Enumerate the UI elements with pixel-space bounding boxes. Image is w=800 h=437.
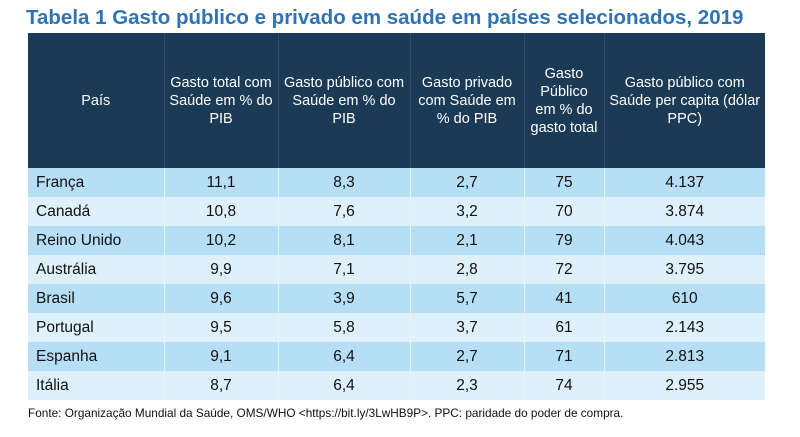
table-title: Tabela 1 Gasto público e privado em saúd… xyxy=(26,6,744,29)
header-country: País xyxy=(28,33,165,168)
cell-per-capita: 4.043 xyxy=(604,226,765,255)
table-row: Itália 8,7 6,4 2,3 74 2.955 xyxy=(28,371,765,400)
cell-total: 8,7 xyxy=(164,371,279,400)
cell-total: 10,2 xyxy=(164,226,279,255)
table-header-row: País Gasto total com Saúde em % do PIB G… xyxy=(28,33,765,168)
cell-public: 8,3 xyxy=(278,168,411,197)
cell-private: 2,7 xyxy=(410,342,525,371)
cell-public-share: 61 xyxy=(524,313,605,342)
cell-public-share: 74 xyxy=(524,371,605,400)
cell-total: 10,8 xyxy=(164,197,279,226)
header-public-share: Gasto Público em % do gasto total xyxy=(524,33,605,168)
cell-per-capita: 2.955 xyxy=(604,371,765,400)
cell-country: Canadá xyxy=(28,197,165,226)
cell-total: 9,1 xyxy=(164,342,279,371)
table-row: Canadá 10,8 7,6 3,2 70 3.874 xyxy=(28,197,765,226)
table-row: Austrália 9,9 7,1 2,8 72 3.795 xyxy=(28,255,765,284)
cell-public-share: 41 xyxy=(524,284,605,313)
cell-public-share: 72 xyxy=(524,255,605,284)
cell-country: Espanha xyxy=(28,342,165,371)
cell-public: 3,9 xyxy=(278,284,411,313)
cell-per-capita: 3.795 xyxy=(604,255,765,284)
cell-country: França xyxy=(28,168,165,197)
cell-per-capita: 2.143 xyxy=(604,313,765,342)
cell-private: 2,1 xyxy=(410,226,525,255)
cell-public: 6,4 xyxy=(278,342,411,371)
cell-private: 2,3 xyxy=(410,371,525,400)
cell-public: 7,1 xyxy=(278,255,411,284)
table-row: Portugal 9,5 5,8 3,7 61 2.143 xyxy=(28,313,765,342)
cell-public-share: 79 xyxy=(524,226,605,255)
cell-per-capita: 610 xyxy=(604,284,765,313)
cell-private: 3,7 xyxy=(410,313,525,342)
cell-public-share: 70 xyxy=(524,197,605,226)
cell-public: 8,1 xyxy=(278,226,411,255)
header-private-spending: Gasto privado com Saúde em % do PIB xyxy=(410,33,525,168)
cell-total: 9,9 xyxy=(164,255,279,284)
cell-country: Itália xyxy=(28,371,165,400)
cell-total: 11,1 xyxy=(164,168,279,197)
cell-country: Reino Unido xyxy=(28,226,165,255)
header-total-spending: Gasto total com Saúde em % do PIB xyxy=(164,33,279,168)
cell-public: 6,4 xyxy=(278,371,411,400)
cell-private: 2,7 xyxy=(410,168,525,197)
header-per-capita: Gasto público com Saúde per capita (dóla… xyxy=(604,33,765,168)
cell-public-share: 71 xyxy=(524,342,605,371)
health-spending-table: País Gasto total com Saúde em % do PIB G… xyxy=(28,33,765,400)
cell-per-capita: 4.137 xyxy=(604,168,765,197)
source-note: Fonte: Organização Mundial da Saúde, OMS… xyxy=(28,406,624,420)
cell-private: 3,2 xyxy=(410,197,525,226)
cell-country: Austrália xyxy=(28,255,165,284)
cell-per-capita: 2.813 xyxy=(604,342,765,371)
table-row: França 11,1 8,3 2,7 75 4.137 xyxy=(28,168,765,197)
cell-private: 2,8 xyxy=(410,255,525,284)
cell-public: 7,6 xyxy=(278,197,411,226)
cell-public-share: 75 xyxy=(524,168,605,197)
cell-per-capita: 3.874 xyxy=(604,197,765,226)
cell-country: Portugal xyxy=(28,313,165,342)
table-row: Reino Unido 10,2 8,1 2,1 79 4.043 xyxy=(28,226,765,255)
table-row: Espanha 9,1 6,4 2,7 71 2.813 xyxy=(28,342,765,371)
cell-total: 9,5 xyxy=(164,313,279,342)
cell-public: 5,8 xyxy=(278,313,411,342)
cell-total: 9,6 xyxy=(164,284,279,313)
cell-country: Brasil xyxy=(28,284,165,313)
table-row: Brasil 9,6 3,9 5,7 41 610 xyxy=(28,284,765,313)
cell-private: 5,7 xyxy=(410,284,525,313)
header-public-spending: Gasto público com Saúde em % do PIB xyxy=(278,33,411,168)
